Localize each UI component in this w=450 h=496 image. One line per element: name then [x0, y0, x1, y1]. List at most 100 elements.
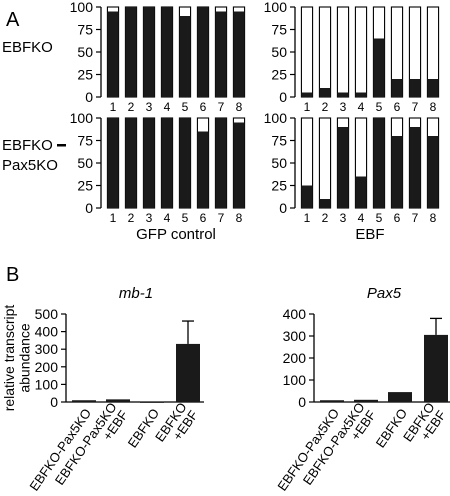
bar-fill: [125, 7, 137, 97]
x-tick-label: 8: [430, 100, 437, 114]
y-tick-label: 300: [35, 341, 59, 357]
bar-outline: [300, 6, 314, 98]
y-tick-label: 500: [35, 306, 59, 322]
bar-fill: [233, 11, 245, 97]
y-tick-label: 50: [77, 44, 93, 60]
y-tick-label: 50: [77, 155, 93, 171]
bar-fill: [215, 11, 227, 97]
bar-fill: [107, 11, 119, 97]
y-tick-label: 100: [283, 372, 307, 388]
bar-fill: [197, 7, 209, 97]
x-tick-label: 2: [322, 211, 329, 225]
x-tick-label: 4: [358, 100, 365, 114]
x-tick-label: EBFKO+EBF: [152, 400, 201, 453]
y-tick-label: 0: [279, 89, 287, 105]
y-tick-label: 200: [283, 350, 307, 366]
bar-fill: [409, 79, 421, 97]
y-tick-label: 25: [271, 67, 287, 83]
x-tick-label: EBFKO+EBF: [400, 400, 449, 453]
y-tick-label: 75: [271, 133, 287, 149]
x-tick-label: 3: [340, 100, 347, 114]
x-axis-label: EBF: [355, 226, 384, 243]
y-tick-label: 100: [70, 0, 94, 15]
x-tick-label: 3: [340, 211, 347, 225]
x-tick-label: 7: [412, 211, 419, 225]
y-tick-label: 0: [298, 394, 306, 410]
bar-fill: [143, 7, 155, 97]
bar-outline: [318, 6, 332, 98]
bar-fill: [143, 118, 155, 208]
x-tick-label: 4: [358, 211, 365, 225]
y-axis-label-line: abundance: [16, 323, 32, 393]
x-tick-label: 1: [304, 100, 311, 114]
x-tick-label: 8: [236, 100, 243, 114]
x-tick-label: 1: [110, 100, 117, 114]
y-tick-label: 75: [77, 133, 93, 149]
x-tick-label: 4: [164, 100, 171, 114]
x-tick-label: 5: [182, 211, 189, 225]
x-tick-label: 5: [376, 100, 383, 114]
x-tick-label: 7: [412, 100, 419, 114]
bar: [106, 399, 130, 402]
x-tick-label: 7: [218, 100, 225, 114]
y-tick-label: 100: [264, 0, 288, 15]
bar-fill: [391, 79, 403, 97]
bar: [140, 401, 164, 403]
bar-fill: [355, 92, 367, 97]
x-tick-label: 2: [128, 211, 135, 225]
chart-dko-gfp-control: 0 25 50 75 100 1 2 3 4 5 6 7 8 GFP control: [70, 110, 246, 243]
bar-fill: [319, 88, 331, 97]
bar-fill: [355, 176, 367, 208]
bar-fill: [337, 92, 349, 97]
y-tick-label: 25: [271, 178, 287, 194]
x-tick-label: 6: [394, 211, 401, 225]
x-tick-label: 2: [322, 100, 329, 114]
panel-label-a: A: [6, 9, 20, 31]
bar: [424, 334, 448, 402]
x-tick-label: 4: [164, 211, 171, 225]
chart-ebfko-gfp-control: 0 25 50 75 100 1 2 3 4 5 6 7 8: [70, 0, 246, 114]
y-tick-label: 75: [77, 22, 93, 38]
y-tick-label: 0: [279, 200, 287, 216]
row-label-dko-line2: Pax5KO: [2, 157, 58, 174]
x-tick-label: 8: [430, 211, 437, 225]
bar-fill: [373, 38, 385, 97]
bar-fill: [161, 118, 173, 208]
chart-dko-ebf: 0 25 50 75 100 1 2 3 4 5 6 7 8 EBF: [264, 110, 440, 243]
x-tick-label: 7: [218, 211, 225, 225]
y-tick-label: 200: [35, 359, 59, 375]
row-label-dash: [57, 144, 66, 147]
bar: [354, 399, 378, 402]
y-tick-label: 400: [283, 306, 307, 322]
y-axis-label-line: relative transcript: [1, 305, 17, 412]
chart-ebfko-ebf: 0 25 50 75 100 1 2 3 4 5 6 7 8: [264, 0, 440, 114]
bar-fill: [337, 127, 349, 208]
y-axis-label: relative transcriptabundance: [1, 305, 32, 412]
bar-fill: [319, 199, 331, 208]
bar-fill: [373, 118, 385, 208]
x-tick-label: 3: [146, 100, 153, 114]
y-tick-label: 100: [35, 376, 59, 392]
y-tick-label: 100: [70, 110, 94, 126]
bar-fill: [427, 136, 439, 208]
x-tick-label: 5: [182, 100, 189, 114]
bar: [388, 392, 412, 402]
chart-title: Pax5: [367, 285, 402, 302]
chart-title: mb-1: [119, 285, 153, 302]
bar-outline: [318, 117, 332, 209]
bar-fill: [197, 131, 209, 208]
y-tick-label: 0: [50, 394, 58, 410]
x-tick-label: 1: [110, 211, 117, 225]
y-tick-label: 0: [85, 200, 93, 216]
x-tick-label: 1: [304, 211, 311, 225]
bar-outline: [336, 6, 350, 98]
bar-outline: [354, 6, 368, 98]
y-tick-label: 25: [77, 178, 93, 194]
y-tick-label: 50: [271, 44, 287, 60]
x-tick-label: 3: [146, 211, 153, 225]
bar-fill: [391, 136, 403, 208]
y-tick-label: 25: [77, 67, 93, 83]
bar-fill: [161, 7, 173, 97]
x-tick-label: 6: [200, 100, 207, 114]
